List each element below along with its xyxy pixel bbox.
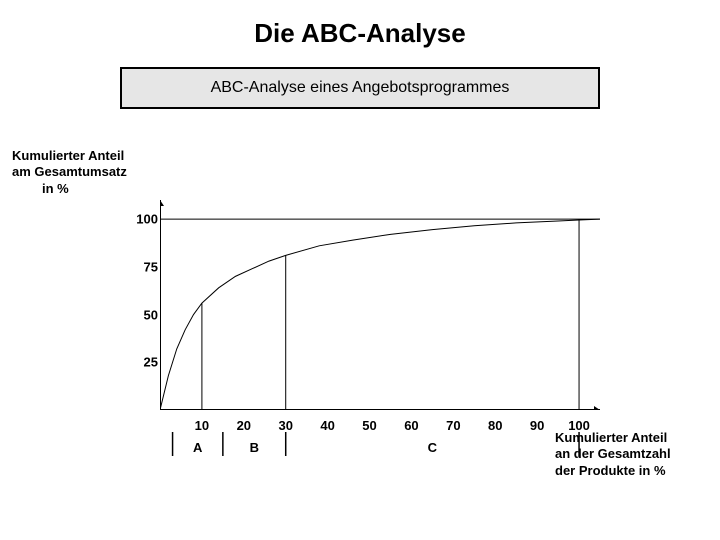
segment-label: B <box>250 440 259 455</box>
chart-area: 255075100102030405060708090100ABC <box>80 200 640 460</box>
x-tick-label: 60 <box>404 418 418 433</box>
segment-dividers-svg <box>160 432 600 460</box>
y-axis-label-line2: am Gesamtumsatz <box>12 164 172 180</box>
abc-chart-svg <box>160 200 600 410</box>
y-axis-label: Kumulierter Anteil am Gesamtumsatz in % <box>12 148 172 197</box>
y-tick-label: 100 <box>124 212 158 227</box>
x-tick-label: 40 <box>320 418 334 433</box>
y-axis-label-line1: Kumulierter Anteil <box>12 148 172 164</box>
subtitle-box: ABC-Analyse eines Angebotsprogrammes <box>120 67 600 109</box>
x-axis-label: Kumulierter Anteil an der Gesamtzahl der… <box>555 430 710 479</box>
x-tick-label: 30 <box>278 418 292 433</box>
y-axis-label-line3: in % <box>12 181 172 197</box>
y-tick-label: 75 <box>124 259 158 274</box>
x-tick-label: 70 <box>446 418 460 433</box>
y-tick-label: 25 <box>124 355 158 370</box>
x-tick-label: 80 <box>488 418 502 433</box>
x-tick-label: 10 <box>195 418 209 433</box>
subtitle-text: ABC-Analyse eines Angebotsprogrammes <box>211 79 510 96</box>
segment-label: A <box>193 440 202 455</box>
x-axis-label-line3: der Produkte in % <box>555 463 710 479</box>
page-title: Die ABC-Analyse <box>0 0 720 49</box>
segment-label: C <box>428 440 437 455</box>
x-axis-label-line2: an der Gesamtzahl <box>555 446 710 462</box>
x-tick-label: 20 <box>237 418 251 433</box>
x-tick-label: 50 <box>362 418 376 433</box>
y-tick-label: 50 <box>124 307 158 322</box>
x-axis-label-line1: Kumulierter Anteil <box>555 430 710 446</box>
x-tick-label: 90 <box>530 418 544 433</box>
